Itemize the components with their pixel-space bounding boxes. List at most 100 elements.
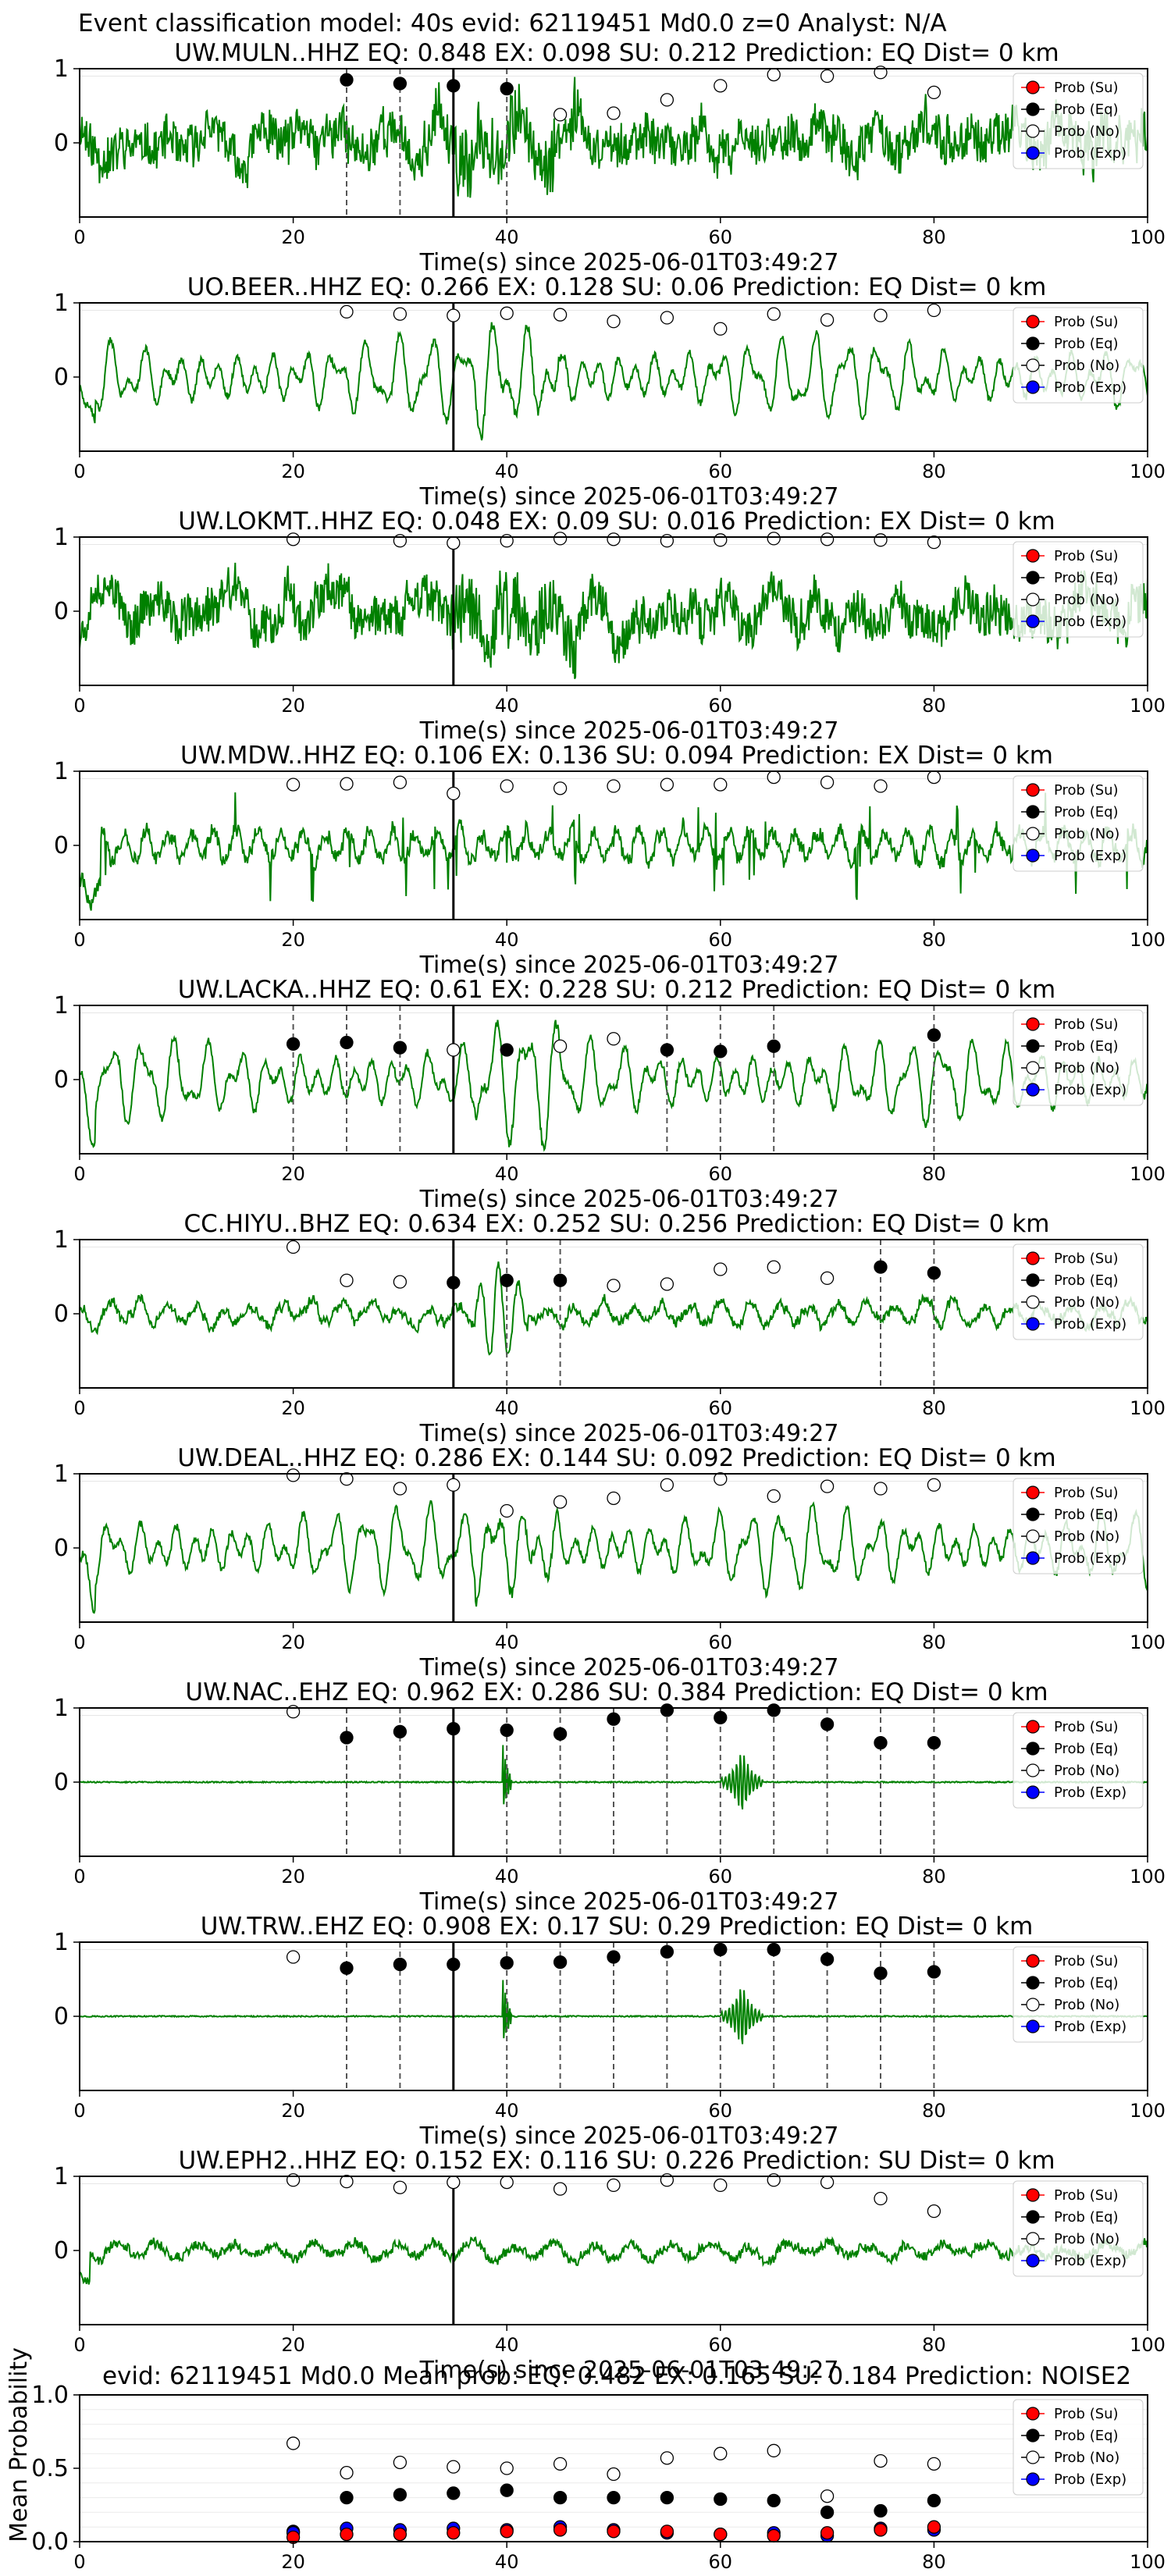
xtick-label: 40 — [495, 929, 519, 951]
xtick-label: 20 — [281, 1163, 305, 1185]
waveform-line — [79, 2236, 1148, 2285]
prob-eq-point — [767, 1039, 781, 1053]
mean-point-probno — [553, 2457, 568, 2471]
legend-box — [1013, 73, 1144, 169]
prob-eq-point — [767, 1942, 781, 1957]
prob-eq-point — [340, 1035, 354, 1050]
prob-no-point — [820, 2175, 835, 2190]
legend-label: Prob (Eq) — [1054, 336, 1119, 352]
legend-marker — [1026, 1507, 1040, 1521]
xtick-label: 20 — [281, 226, 305, 248]
xtick-label: 20 — [281, 929, 305, 951]
prob-eq-point — [393, 1041, 408, 1055]
x-axis-label: Time(s) since 2025-06-01T03:49:27 — [419, 249, 839, 276]
legend-marker — [1026, 1083, 1040, 1097]
legend-label: Prob (Su) — [1054, 1485, 1119, 1501]
waveform-line — [79, 322, 1148, 441]
prob-eq-point — [714, 1710, 728, 1725]
legend-label: Prob (Su) — [1054, 2406, 1119, 2422]
xtick-label: 60 — [709, 1631, 733, 1653]
x-axis-label: Time(s) since 2025-06-01T03:49:27 — [419, 483, 839, 511]
panel-3: UW.LOKMT..HHZ EQ: 0.048 EX: 0.09 SU: 0.0… — [54, 507, 1166, 745]
ytick-label: 1 — [54, 1929, 69, 1956]
xtick-label: 20 — [281, 1866, 305, 1888]
prob-eq-point — [660, 1043, 674, 1057]
xtick-label: 60 — [709, 2334, 733, 2356]
mean-point-probsu — [340, 2527, 354, 2542]
legend-box — [1013, 1478, 1144, 1574]
prob-no-point — [927, 1478, 941, 1492]
prob-no-point — [500, 1503, 514, 1518]
panel-1: UW.MULN..HHZ EQ: 0.848 EX: 0.098 SU: 0.2… — [54, 39, 1166, 276]
legend-marker — [1026, 2188, 1040, 2202]
legend-marker — [1026, 1317, 1040, 1331]
legend-label: Prob (Exp) — [1054, 1550, 1127, 1567]
prob-no-point — [607, 1491, 621, 1505]
xtick-label: 100 — [1130, 461, 1166, 482]
xtick-label: 0 — [73, 2100, 85, 2122]
prob-eq-point — [553, 1955, 568, 1969]
mean-point-probno — [607, 2467, 621, 2482]
legend-label: Prob (No) — [1054, 123, 1119, 140]
panel-7: UW.DEAL..HHZ EQ: 0.286 EX: 0.144 SU: 0.0… — [54, 1444, 1166, 1681]
ytick-label: 1 — [54, 55, 69, 83]
legend-label: Prob (No) — [1054, 1763, 1119, 1779]
prob-no-point — [660, 777, 674, 792]
legend-box — [1013, 775, 1144, 872]
prob-no-point — [607, 2178, 621, 2193]
x-axis-label: Time(s) since 2025-06-01T03:49:27 — [419, 952, 839, 979]
x-axis-label: Time(s) since 2025-06-01T03:49:27 — [419, 1888, 839, 1916]
legend-marker — [1026, 1039, 1040, 1053]
legend-label: Prob (No) — [1054, 1060, 1119, 1076]
prob-no-point — [714, 777, 728, 792]
panel-2: UO.BEER..HHZ EQ: 0.266 EX: 0.128 SU: 0.0… — [54, 273, 1166, 511]
legend-marker — [1026, 380, 1040, 394]
xtick-label: 60 — [709, 1866, 733, 1888]
xtick-label: 0 — [73, 695, 85, 717]
legend-label: Prob (Eq) — [1054, 570, 1119, 586]
x-axis-label: Time(s) since 2025-06-01T03:49:27 — [419, 2357, 839, 2384]
mean-point-probeq — [714, 2492, 728, 2507]
prob-no-point — [553, 1495, 568, 1509]
ytick-label: 1 — [54, 1461, 69, 1488]
xtick-label: 100 — [1130, 1163, 1166, 1185]
legend-marker — [1026, 1251, 1040, 1265]
legend-marker — [1026, 549, 1040, 563]
prob-eq-point — [393, 1724, 408, 1739]
legend-marker — [1026, 1529, 1040, 1543]
xtick-label: 20 — [281, 2551, 305, 2573]
prob-no-point — [447, 1478, 461, 1492]
mean-point-probno — [393, 2455, 408, 2470]
prob-no-point — [447, 2175, 461, 2190]
xtick-label: 0 — [73, 1631, 85, 1653]
xtick-label: 0 — [73, 1866, 85, 1888]
ytick-label: 0 — [54, 1535, 69, 1562]
panel-title: UW.LOKMT..HHZ EQ: 0.048 EX: 0.09 SU: 0.0… — [178, 507, 1055, 535]
prob-eq-point — [927, 1735, 941, 1750]
panel-10: UW.EPH2..HHZ EQ: 0.152 EX: 0.116 SU: 0.2… — [54, 2147, 1166, 2384]
legend-label: Prob (Su) — [1054, 1719, 1119, 1735]
mean-point-probsu — [820, 2526, 835, 2540]
prob-no-point — [553, 2182, 568, 2196]
mean-point-probeq — [927, 2493, 941, 2508]
prob-no-point — [874, 533, 888, 547]
prob-no-point — [767, 307, 781, 321]
ytick-label: 0 — [54, 364, 69, 391]
xtick-label: 20 — [281, 2100, 305, 2122]
prob-no-point — [447, 308, 461, 322]
legend-label: Prob (No) — [1054, 1528, 1119, 1545]
prob-eq-point — [500, 1043, 514, 1057]
panel-title: UW.NAC..EHZ EQ: 0.962 EX: 0.286 SU: 0.38… — [185, 1678, 1048, 1706]
legend-marker — [1026, 2428, 1040, 2443]
xtick-label: 100 — [1130, 226, 1166, 248]
prob-no-point — [874, 1482, 888, 1496]
legend-label: Prob (Exp) — [1054, 2471, 1127, 2488]
prob-eq-point — [874, 1966, 888, 1980]
ytick-label: 1 — [54, 1695, 69, 1722]
prob-no-point — [553, 308, 568, 322]
prob-no-point — [607, 779, 621, 793]
x-axis-label: Time(s) since 2025-06-01T03:49:27 — [419, 2122, 839, 2150]
legend-label: Prob (No) — [1054, 2231, 1119, 2247]
legend-box — [1013, 1244, 1144, 1340]
